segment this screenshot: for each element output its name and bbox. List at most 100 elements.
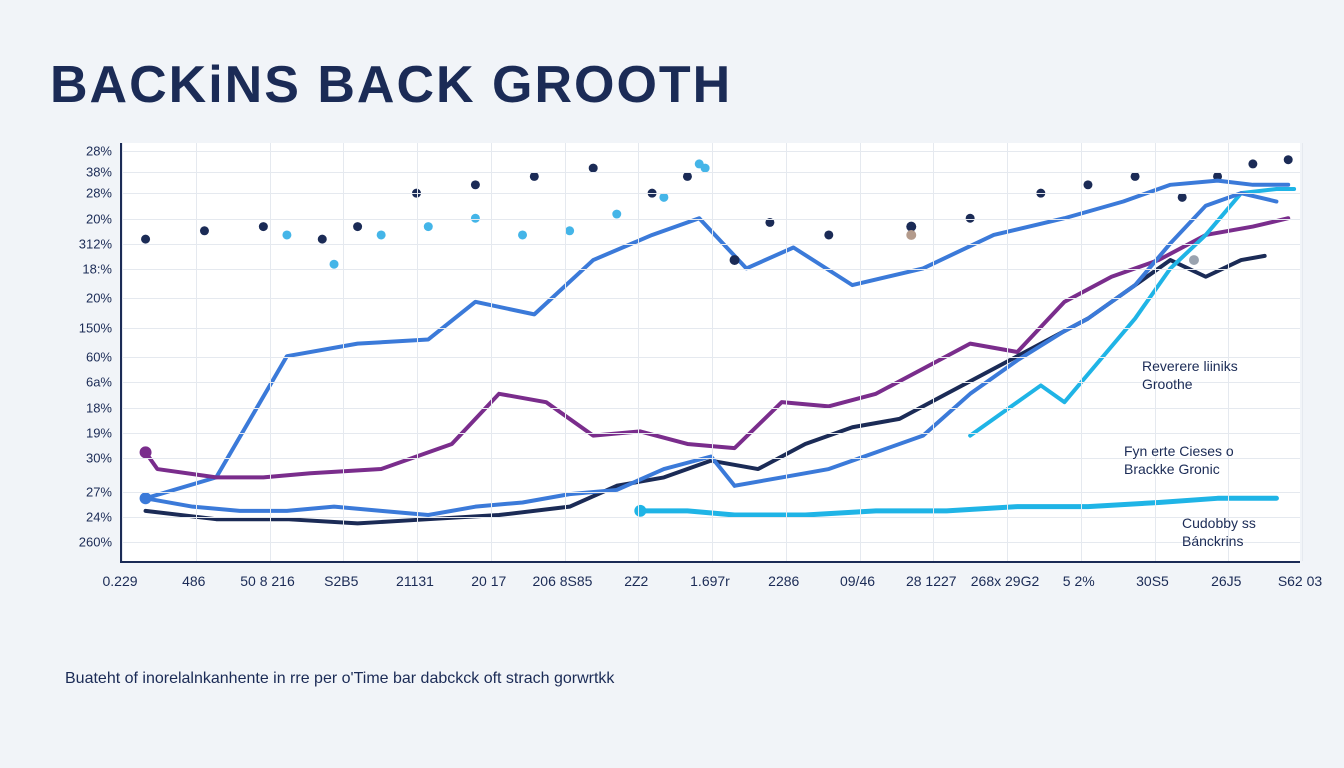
series-marker	[634, 505, 646, 517]
gridline-v	[343, 143, 344, 561]
legend-label: Cudobby ss Bánckrins	[1182, 515, 1256, 550]
y-tick-label: 312%	[50, 237, 112, 250]
gridline-h	[122, 408, 1300, 409]
gridline-v	[1007, 143, 1008, 561]
y-tick-label: 28%	[50, 145, 112, 158]
gridline-h	[122, 357, 1300, 358]
series-dotted-navy	[318, 235, 327, 244]
x-tick-label: 30S5	[1136, 573, 1169, 589]
y-tick-label: 20%	[50, 212, 112, 225]
chart-title: BACKiNS BACK GROOTH	[50, 55, 1304, 115]
y-tick-label: 60%	[50, 351, 112, 364]
gridline-v	[122, 143, 123, 561]
x-tick-label: 486	[182, 573, 205, 589]
x-tick-label: 1.697r	[690, 573, 730, 589]
legend-label: Fyn erte Cieses o Brackke Gronic	[1124, 443, 1234, 478]
gridline-v	[860, 143, 861, 561]
y-tick-label: 18:%	[50, 263, 112, 276]
data-marker	[1189, 255, 1199, 265]
gridline-v	[786, 143, 787, 561]
gridline-v	[565, 143, 566, 561]
gridline-h	[122, 269, 1300, 270]
series-dotted-navy	[200, 226, 209, 235]
series-dotted-cyan	[518, 230, 527, 239]
gridline-h	[122, 433, 1300, 434]
y-tick-label: 30%	[50, 452, 112, 465]
series-dotted-navy	[824, 230, 833, 239]
x-tick-label: 09/46	[840, 573, 875, 589]
x-tick-label: 50 8 216	[240, 573, 295, 589]
gridline-h	[122, 382, 1300, 383]
gridline-v	[1155, 143, 1156, 561]
gridline-v	[712, 143, 713, 561]
gridline-h	[122, 172, 1300, 173]
gridline-v	[638, 143, 639, 561]
series-dotted-cyan	[424, 222, 433, 231]
x-tick-label: S62 03	[1278, 573, 1322, 589]
series-dotted-cyan	[330, 260, 339, 269]
series-dotted-navy	[259, 222, 268, 231]
gridline-h	[122, 244, 1300, 245]
gridline-v	[1228, 143, 1229, 561]
gridline-h	[122, 542, 1300, 543]
series-dotted-cyan	[612, 210, 621, 219]
series-dotted-navy	[1248, 159, 1257, 168]
y-tick-label: 260%	[50, 536, 112, 549]
x-tick-label: S2B5	[324, 573, 358, 589]
x-tick-label: 26J5	[1211, 573, 1241, 589]
series-solid-cyan-low	[640, 498, 1276, 515]
series-marker	[140, 492, 152, 504]
series-dotted-cyan	[565, 226, 574, 235]
gridline-h	[122, 298, 1300, 299]
gridline-h	[122, 492, 1300, 493]
x-tick-label: 0.229	[102, 573, 137, 589]
gridline-h	[122, 193, 1300, 194]
x-tick-label: 28 1227	[906, 573, 957, 589]
x-tick-label: 2286	[768, 573, 799, 589]
y-tick-label: 6a%	[50, 376, 112, 389]
gridline-v	[933, 143, 934, 561]
y-tick-label: 20%	[50, 292, 112, 305]
series-dotted-cyan	[282, 230, 291, 239]
gridline-h	[122, 151, 1300, 152]
x-tick-label: 5 2%	[1063, 573, 1095, 589]
y-tick-label: 18%	[50, 401, 112, 414]
gridline-v	[196, 143, 197, 561]
gridline-h	[122, 517, 1300, 518]
gridline-v	[1081, 143, 1082, 561]
gridline-h	[122, 219, 1300, 220]
y-tick-label: 19%	[50, 426, 112, 439]
series-solid-navy	[146, 256, 1265, 524]
y-tick-label: 28%	[50, 187, 112, 200]
gridline-v	[417, 143, 418, 561]
gridline-v	[270, 143, 271, 561]
plot-area: Reverere liiniks Groothe Fyn erte Cieses …	[120, 143, 1300, 563]
series-solid-purple	[146, 218, 1289, 477]
data-marker	[730, 255, 740, 265]
y-tick-label: 38%	[50, 166, 112, 179]
series-dotted-navy	[589, 164, 598, 173]
y-tick-label: 24%	[50, 510, 112, 523]
data-marker	[906, 230, 916, 240]
series-blue-start-low	[146, 457, 735, 516]
x-tick-label: 268x 29G2	[971, 573, 1040, 589]
y-tick-label: 150%	[50, 321, 112, 334]
chart-subtitle: Buateht of inorelalnkanhente in rre per …	[65, 670, 614, 688]
series-dotted-navy	[1284, 155, 1293, 164]
x-tick-label: 20 17	[471, 573, 506, 589]
y-tick-label: 27%	[50, 485, 112, 498]
x-tick-label: 206 8S85	[533, 573, 593, 589]
gridline-v	[491, 143, 492, 561]
series-dotted-navy	[1083, 180, 1092, 189]
series-dotted-navy	[471, 180, 480, 189]
x-tick-label: 21131	[396, 573, 434, 589]
gridline-v	[1302, 143, 1303, 561]
series-marker	[140, 446, 152, 458]
gridline-h	[122, 328, 1300, 329]
series-dotted-navy	[353, 222, 362, 231]
legend-label: Reverere liiniks Groothe	[1142, 358, 1238, 393]
series-dotted-cyan	[377, 230, 386, 239]
series-dotted-cyan	[701, 164, 710, 173]
x-tick-label: 2Z2	[624, 573, 648, 589]
chart-container: Reverere liiniks Groothe Fyn erte Cieses …	[50, 143, 1300, 623]
